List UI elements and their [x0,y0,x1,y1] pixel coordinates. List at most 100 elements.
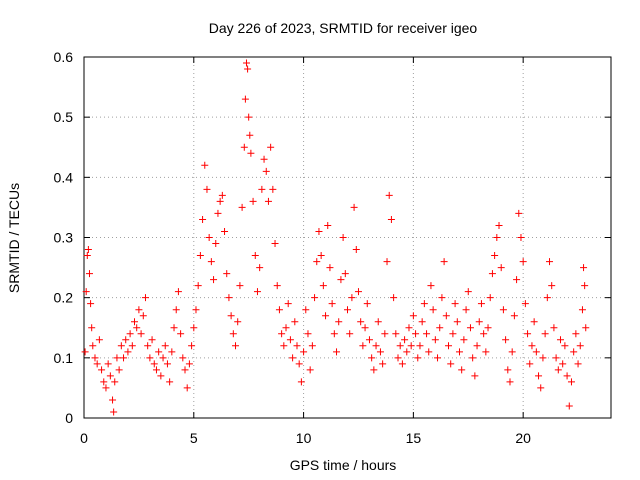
data-point [488,270,496,278]
data-point [137,330,145,338]
data-point [440,258,448,266]
x-tick-label: 10 [296,430,312,446]
y-tick-label: 0.4 [54,169,74,185]
data-point [106,372,114,380]
data-point [214,209,222,217]
data-point [174,288,182,296]
data-point [262,167,270,175]
data-point [580,264,588,272]
data-point [311,294,319,302]
data-point [462,306,470,314]
data-point [409,312,417,320]
data-point [291,318,299,326]
data-point [84,246,92,254]
data-point [293,342,301,350]
data-point [170,324,178,332]
data-point [466,324,474,332]
data-point [582,324,590,332]
data-point [93,360,101,368]
data-point [546,258,554,266]
data-point [238,203,246,211]
data-point [524,330,532,338]
data-point [185,360,193,368]
data-point [267,143,275,151]
data-point [365,336,373,344]
data-point [141,294,149,302]
data-point [278,330,286,338]
data-point [425,348,433,356]
data-point [284,300,292,308]
data-point [368,354,376,362]
data-point [423,330,431,338]
data-point [445,342,453,350]
data-point [85,270,93,278]
data-point [87,300,95,308]
data-point [306,366,314,374]
data-point [212,240,220,248]
data-point [273,282,281,290]
data-point [188,342,196,350]
data-point [335,318,343,326]
data-point [528,342,536,350]
data-point [567,378,575,386]
y-tick-label: 0.1 [54,350,74,366]
data-point [104,360,112,368]
data-point [249,197,257,205]
data-point [98,366,106,374]
data-point [510,312,518,320]
data-point [91,354,99,362]
data-point [453,318,461,326]
data-point [333,348,341,356]
data-point [574,360,582,368]
data-point [350,203,358,211]
data-point [541,330,549,338]
data-point [407,342,415,350]
data-point [245,113,253,121]
data-point [519,258,527,266]
data-point [308,342,316,350]
data-point [196,252,204,260]
data-point [576,342,584,350]
data-point [495,221,503,229]
data-point [152,366,160,374]
data-point [232,342,240,350]
data-point [242,59,250,67]
data-point [251,252,259,260]
data-point [313,258,321,266]
data-point [416,342,424,350]
x-tick-label: 15 [406,430,422,446]
data-point [563,372,571,380]
data-point [109,396,117,404]
data-point [521,300,529,308]
data-point [163,360,171,368]
data-point [297,378,305,386]
data-point [431,336,439,344]
data-point [491,252,499,260]
data-point [581,282,589,290]
y-tick-label: 0.5 [54,109,74,125]
data-point [117,342,125,350]
data-point [339,234,347,241]
data-point [159,354,167,362]
data-point [341,270,349,278]
data-point [229,330,237,338]
data-point [434,354,442,362]
data-point [319,282,327,290]
data-point [550,324,558,332]
data-point [344,306,351,314]
data-point [352,246,360,254]
data-point [157,372,165,380]
data-point [455,348,463,356]
data-point [100,378,108,386]
data-point [234,318,242,326]
data-point [223,270,231,278]
y-tick-label: 0.3 [54,230,74,246]
data-point [246,131,254,139]
data-point [194,282,202,290]
data-point [361,324,369,332]
data-points [81,59,590,416]
data-point [543,294,551,302]
data-point [203,185,211,193]
data-point [502,336,510,344]
data-point [392,330,400,338]
